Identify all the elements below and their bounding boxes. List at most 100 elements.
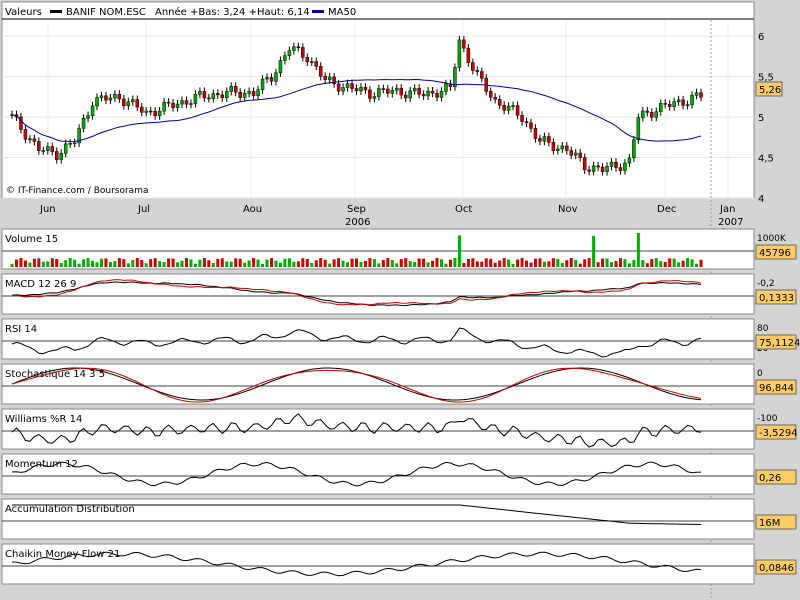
volume-bar xyxy=(211,262,215,267)
candle-body xyxy=(497,99,502,106)
candle-body xyxy=(658,103,663,112)
x-month-label: Nov xyxy=(558,204,578,215)
volume-bar xyxy=(256,259,260,267)
candle-body xyxy=(336,83,341,92)
volume-bar xyxy=(484,258,488,267)
candle-body xyxy=(269,77,274,82)
volume-bar xyxy=(229,261,233,267)
legend-range-label: Année +Bas: 3,24 +Haut: 6,14 xyxy=(155,6,310,18)
candle-body xyxy=(556,148,560,151)
candle-body xyxy=(283,55,287,61)
volume-bar xyxy=(131,259,135,267)
legend-ma-swatch xyxy=(312,10,324,13)
volume-bar xyxy=(314,260,318,267)
candle-body xyxy=(520,115,524,122)
indicator-title: RSI 14 xyxy=(5,324,37,335)
copyright-text: © IT-Finance.com / Boursorama xyxy=(6,186,148,196)
candle-body xyxy=(475,70,480,72)
candle-body xyxy=(377,88,381,97)
candle-body xyxy=(68,143,72,145)
volume-bar xyxy=(337,258,341,267)
volume-bar xyxy=(301,258,305,267)
candle-body xyxy=(632,139,636,159)
indicator-line xyxy=(11,281,702,307)
volume-bar xyxy=(144,263,148,267)
volume-bar xyxy=(82,259,86,267)
candle-body xyxy=(641,110,645,118)
candle-body xyxy=(184,100,189,105)
candle-body xyxy=(310,61,314,63)
candle-body xyxy=(480,71,484,79)
candle-body xyxy=(144,110,148,113)
volume-bar xyxy=(587,258,591,267)
candle-body xyxy=(327,76,332,81)
volume-bar xyxy=(605,258,609,267)
price-y-tick-label: 6 xyxy=(758,32,764,43)
indicator-signal-line xyxy=(11,367,702,403)
candle-body xyxy=(524,121,529,124)
indicator-line xyxy=(11,551,702,577)
volume-bar xyxy=(180,260,184,267)
candle-body xyxy=(381,88,386,90)
candle-body xyxy=(578,152,582,158)
candle-body xyxy=(86,115,90,119)
candle-body xyxy=(256,89,260,96)
candle-body xyxy=(426,90,430,97)
volume-bar xyxy=(596,262,600,267)
indicator-title: Accumulation Distribution xyxy=(5,504,135,515)
indicator-line xyxy=(12,504,702,525)
candle-body xyxy=(296,46,301,49)
candle-body xyxy=(32,138,37,142)
candle-body xyxy=(354,88,359,92)
candle-body xyxy=(229,86,233,92)
candle-body xyxy=(247,91,251,94)
candle-body xyxy=(117,93,122,100)
volume-bar xyxy=(511,263,515,267)
indicator-value: 16M xyxy=(759,518,780,529)
indicator-value-box xyxy=(755,334,797,350)
volume-bar xyxy=(55,258,59,267)
volume-bar xyxy=(551,258,555,267)
candle-body xyxy=(444,83,448,92)
volume-bar xyxy=(234,258,238,267)
price-panel xyxy=(1,1,755,199)
volume-bar xyxy=(261,263,265,267)
volume-bar xyxy=(538,258,542,267)
candle-body xyxy=(471,62,475,71)
indicator-panel-williams: Williams %R 14 -100 -3,5294 xyxy=(1,408,798,450)
volume-bar xyxy=(332,259,336,267)
candle-body xyxy=(605,166,609,172)
volume-bar xyxy=(41,261,45,267)
candle-body xyxy=(265,77,269,80)
candle-body xyxy=(99,95,104,98)
candle-body xyxy=(538,138,542,142)
volume-bar xyxy=(149,259,153,267)
indicator-frame xyxy=(1,453,755,495)
candle-body xyxy=(23,129,28,140)
volume-bar xyxy=(386,258,390,267)
volume-bar xyxy=(19,258,23,267)
candle-body xyxy=(408,90,412,99)
candle-body xyxy=(511,105,515,107)
volume-bar xyxy=(457,235,461,267)
volume-bar xyxy=(10,264,14,267)
volume-bar xyxy=(601,258,605,267)
indicator-value-box xyxy=(755,244,797,260)
volume-bar xyxy=(475,261,479,267)
candle-body xyxy=(386,88,390,94)
indicator-line xyxy=(11,367,702,401)
legend-series-swatch xyxy=(50,10,62,13)
candle-body xyxy=(623,162,627,171)
volume-bar xyxy=(431,260,435,267)
volume-bar xyxy=(502,258,506,267)
candle-body xyxy=(238,92,242,98)
volume-bar xyxy=(14,259,18,267)
volume-bar xyxy=(560,263,564,267)
indicator-value-box xyxy=(755,469,797,485)
candle-body xyxy=(573,152,578,156)
volume-bar xyxy=(422,258,426,267)
candle-body xyxy=(439,91,444,98)
indicator-value-box xyxy=(755,379,797,395)
volume-bar xyxy=(690,259,694,267)
price-last-value: 5,26 xyxy=(759,85,781,96)
